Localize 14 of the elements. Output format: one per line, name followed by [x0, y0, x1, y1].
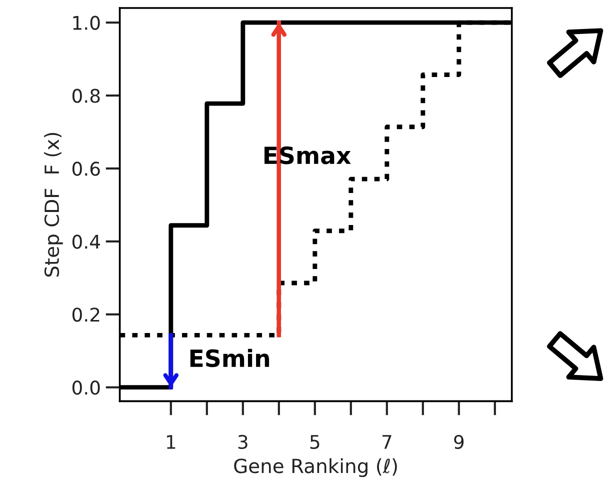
annotation: ESmin	[190, 348, 270, 368]
x-tick-label: 5	[310, 435, 320, 450]
y-tick-label: 1.0	[73, 16, 100, 30]
x-tick-label: 3	[238, 434, 248, 450]
y-axis-title: Step CDF F (x)	[44, 132, 63, 277]
x-axis-title: Gene Ranking (ℓ)	[234, 458, 397, 478]
y-tick-label: 0.6	[72, 162, 100, 176]
y-tick-label: 0.8	[72, 88, 100, 103]
x-tick-label: 9	[454, 434, 464, 450]
x-tick-label: 1	[167, 435, 176, 449]
y-tick-label: 0.2	[72, 308, 100, 322]
x-tick-label: 7	[382, 435, 392, 449]
y-tick-label: 0.0	[72, 380, 100, 395]
y-tick-label: 0.4	[72, 234, 100, 249]
